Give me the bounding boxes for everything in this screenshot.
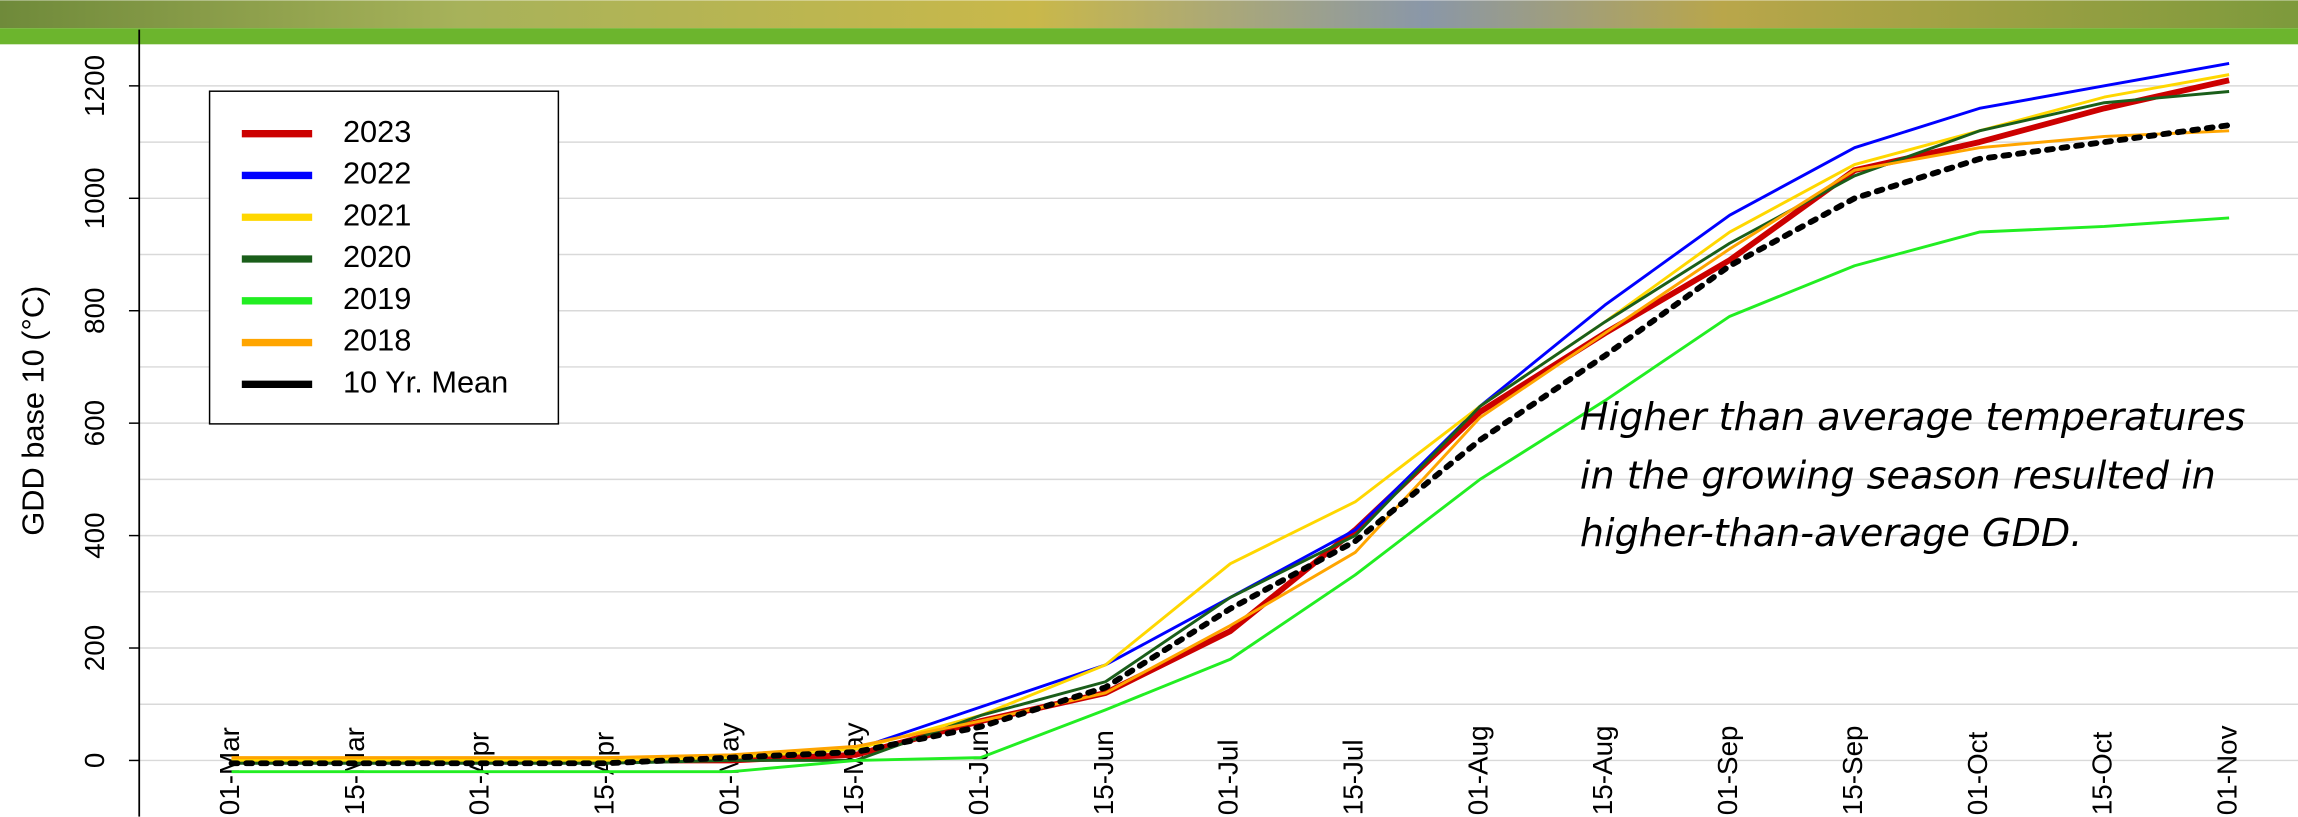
legend-label: 10 Yr. Mean — [343, 364, 508, 399]
x-tick-label: 15-Jun — [1088, 730, 1119, 815]
y-tick-label: 1000 — [79, 167, 110, 229]
annotation: in the growing season resulted in — [1580, 454, 2216, 498]
x-tick-label: 15-Sep — [1837, 725, 1868, 815]
x-tick-label: 15-May — [838, 722, 869, 815]
x-tick-label: 01-Nov — [2211, 725, 2242, 815]
legend-box — [208, 90, 560, 425]
x-tick-label: 01-Jul — [1213, 739, 1244, 815]
legend-label: 2019 — [343, 281, 411, 316]
legend-label: 2018 — [343, 323, 411, 358]
x-tick-label: 15-Apr — [588, 732, 619, 816]
series-line — [228, 122, 2233, 767]
x-tick-label: 01-Apr — [464, 732, 495, 816]
x-tick-label: 01-Oct — [1962, 731, 1993, 815]
y-tick-label: 400 — [79, 512, 110, 558]
y-tick-label: 1200 — [79, 55, 110, 117]
x-tick-label: 15-Jul — [1338, 739, 1369, 815]
y-tick-label: 800 — [79, 288, 110, 334]
x-tick-label: 01-Sep — [1712, 725, 1743, 815]
annotation: Higher than average temperatures — [1580, 395, 2246, 439]
y-tick-label: 600 — [79, 400, 110, 446]
y-axis-title: GDD base 10 (°C) — [15, 286, 50, 536]
y-tick-label: 200 — [79, 625, 110, 671]
series-line — [231, 90, 2230, 765]
x-tick-label: 01-Aug — [1462, 725, 1493, 815]
x-tick-label: 15-Oct — [2087, 731, 2118, 815]
legend-label: 2021 — [343, 197, 411, 232]
annotation: higher-than-average GDD. — [1580, 511, 2082, 555]
x-tick-label: 15-Aug — [1587, 725, 1618, 815]
series-line — [231, 73, 2230, 762]
legend-label: 2023 — [343, 114, 411, 149]
legend-label: 2022 — [343, 156, 411, 191]
banner-photo — [0, 0, 2298, 29]
banner-bar — [0, 28, 2298, 45]
series-line — [231, 216, 2230, 774]
x-tick-label: 01-Jun — [963, 730, 994, 815]
legend-label: 2020 — [343, 239, 411, 274]
y-tick-label: 0 — [79, 753, 110, 768]
x-tick-label: 01-May — [713, 722, 744, 815]
series-line — [231, 129, 2230, 760]
